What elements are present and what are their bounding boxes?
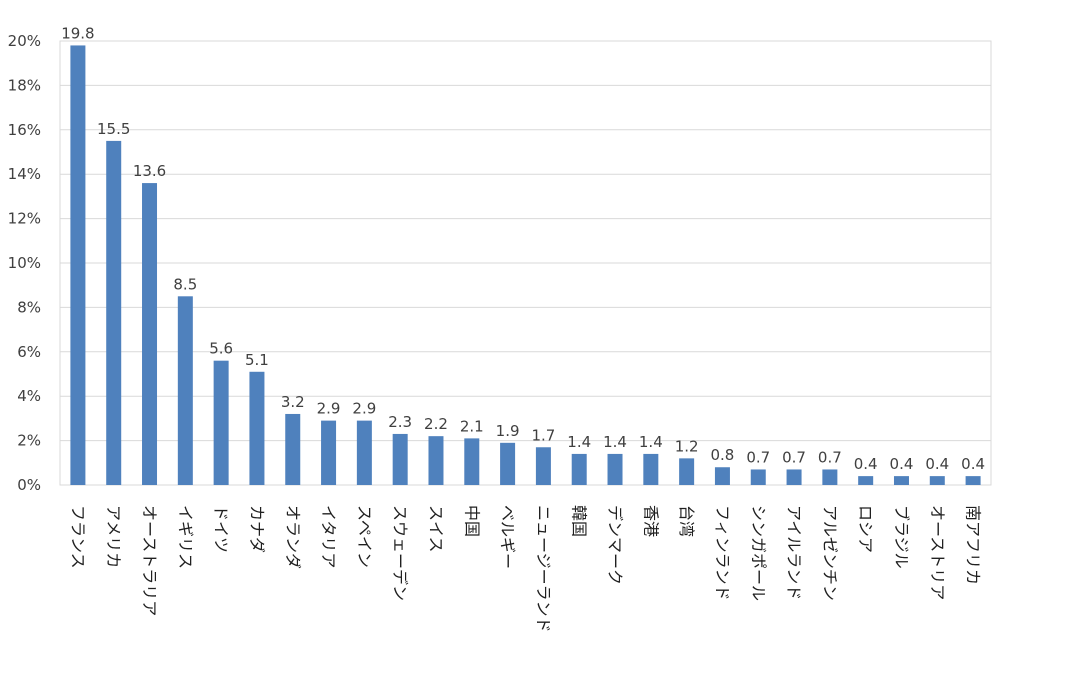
category-label: ドイツ bbox=[212, 505, 231, 553]
y-tick-label: 20% bbox=[8, 32, 41, 50]
category-label: アイルランド bbox=[785, 505, 804, 600]
category-label: スペイン bbox=[355, 505, 374, 568]
category-label: オーストリア bbox=[928, 505, 947, 600]
bar bbox=[213, 360, 229, 485]
category-label: アメリカ bbox=[104, 505, 123, 568]
data-label: 1.4 bbox=[603, 433, 627, 451]
y-axis-ticks: 0% 2% 4% 6% 8% 10% 12% 14% 16% 18% 20% bbox=[8, 32, 41, 494]
category-label: カナダ bbox=[247, 505, 266, 553]
data-label: 15.5 bbox=[97, 120, 130, 138]
category-label: イタリア bbox=[319, 505, 338, 568]
bar bbox=[106, 140, 122, 485]
y-tick-label: 6% bbox=[17, 343, 41, 361]
data-label: 0.4 bbox=[854, 455, 878, 473]
y-tick-label: 2% bbox=[17, 432, 41, 450]
bar bbox=[858, 476, 874, 485]
y-tick-label: 4% bbox=[17, 387, 41, 405]
y-tick-label: 16% bbox=[8, 121, 41, 139]
category-label: フランス bbox=[68, 505, 87, 569]
bar bbox=[535, 447, 551, 485]
category-label: スウェーデン bbox=[391, 505, 410, 601]
bar bbox=[571, 453, 587, 485]
data-label: 2.3 bbox=[388, 413, 412, 431]
data-label: 19.8 bbox=[61, 24, 94, 42]
data-label: 5.6 bbox=[209, 340, 233, 358]
category-label: フィンランド bbox=[713, 505, 732, 601]
category-label: ロシア bbox=[856, 505, 875, 553]
y-tick-label: 10% bbox=[8, 254, 41, 272]
bar bbox=[893, 476, 909, 485]
data-label: 0.8 bbox=[711, 446, 735, 464]
bar bbox=[607, 453, 623, 485]
bar bbox=[464, 438, 480, 485]
bar bbox=[750, 469, 766, 485]
bar bbox=[142, 183, 158, 485]
bar bbox=[929, 476, 945, 485]
data-label: 0.7 bbox=[782, 448, 806, 466]
category-label: オランダ bbox=[283, 505, 302, 569]
bar bbox=[643, 453, 659, 485]
category-label: ブラジル bbox=[892, 505, 911, 569]
category-label: シンガポール bbox=[749, 505, 768, 601]
data-label: 2.9 bbox=[352, 400, 376, 418]
category-label: イギリス bbox=[176, 505, 195, 569]
bar bbox=[714, 467, 730, 485]
bar bbox=[428, 436, 444, 485]
data-label: 0.4 bbox=[961, 455, 985, 473]
category-label: 韓国 bbox=[570, 505, 589, 537]
bars bbox=[70, 45, 981, 485]
bar bbox=[249, 371, 265, 485]
bar bbox=[392, 433, 408, 485]
category-label: ニュージーランド bbox=[534, 505, 553, 633]
category-labels: フランス アメリカ オーストラリア イギリス ドイツ カナダ オランダ イタリア スペイン スウェ… bbox=[68, 505, 982, 633]
category-label: ベルギー bbox=[498, 505, 517, 569]
y-tick-label: 14% bbox=[8, 165, 41, 183]
bar bbox=[679, 458, 695, 485]
data-label: 0.7 bbox=[818, 448, 842, 466]
data-labels: 19.8 15.5 13.6 8.5 5.6 5.1 3.2 2.9 2.9 2.3 2.2 2.1 1… bbox=[61, 24, 985, 473]
data-label: 5.1 bbox=[245, 351, 269, 369]
data-label: 0.4 bbox=[890, 455, 914, 473]
bar bbox=[321, 420, 337, 485]
data-label: 2.1 bbox=[460, 417, 484, 435]
category-label: オーストラリア bbox=[140, 505, 159, 616]
bar bbox=[70, 45, 86, 485]
y-tick-label: 18% bbox=[8, 76, 41, 94]
bar bbox=[965, 476, 981, 485]
data-label: 1.7 bbox=[531, 426, 555, 444]
bar bbox=[822, 469, 838, 485]
category-label: アルゼンチン bbox=[820, 505, 839, 601]
category-label: デンマーク bbox=[606, 505, 625, 585]
y-tick-label: 12% bbox=[8, 210, 41, 228]
bar bbox=[356, 420, 372, 485]
data-label: 3.2 bbox=[281, 393, 305, 411]
y-tick-label: 0% bbox=[17, 476, 41, 494]
bar bbox=[177, 296, 193, 485]
data-label: 1.9 bbox=[496, 422, 520, 440]
bar bbox=[285, 413, 301, 485]
bar bbox=[786, 469, 802, 485]
category-label: 香港 bbox=[641, 505, 660, 537]
data-label: 1.2 bbox=[675, 437, 699, 455]
data-label: 2.9 bbox=[317, 400, 341, 418]
data-label: 13.6 bbox=[133, 162, 166, 180]
bar bbox=[500, 442, 516, 485]
y-tick-label: 8% bbox=[17, 298, 41, 316]
category-label: 南アフリカ bbox=[964, 505, 983, 585]
category-label: スイス bbox=[426, 505, 445, 553]
data-label: 1.4 bbox=[639, 433, 663, 451]
data-label: 8.5 bbox=[173, 275, 197, 293]
category-label: 台湾 bbox=[677, 505, 696, 537]
category-label: 中国 bbox=[462, 505, 481, 537]
data-label: 2.2 bbox=[424, 415, 448, 433]
data-label: 1.4 bbox=[567, 433, 591, 451]
data-label: 0.4 bbox=[925, 455, 949, 473]
data-label: 0.7 bbox=[746, 448, 770, 466]
